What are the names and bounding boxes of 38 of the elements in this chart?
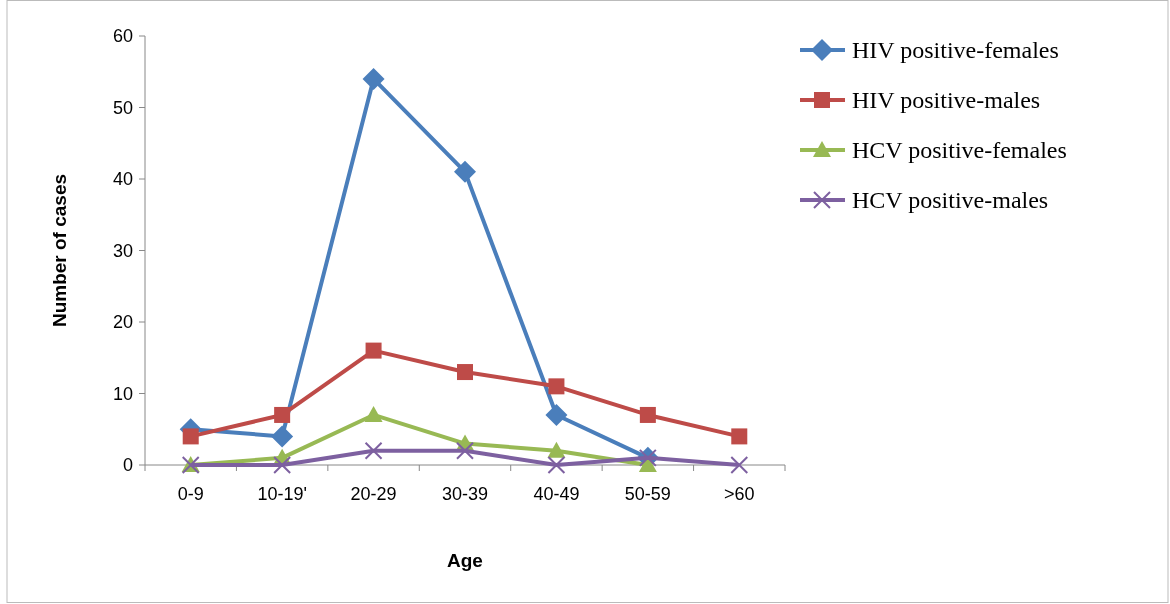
- y-tick-label: 50: [112, 97, 133, 118]
- point: [456, 441, 474, 460]
- point: [454, 160, 476, 183]
- x-tick-label: >60: [724, 484, 755, 504]
- legend-label: HIV positive-females: [852, 37, 1059, 64]
- y-tick-label: 20: [112, 312, 133, 333]
- point: [364, 441, 383, 460]
- y-tick-label: 40: [112, 169, 133, 190]
- point: [548, 378, 565, 395]
- point: [547, 441, 566, 458]
- point: [545, 403, 568, 426]
- legend-label: HCV positive-females: [852, 137, 1067, 164]
- x-tick-label: 10-19': [257, 484, 307, 504]
- x-tick-label: 30-39: [441, 484, 489, 504]
- y-tick-label: 0: [122, 455, 133, 476]
- point: [182, 428, 199, 445]
- point: [271, 425, 294, 448]
- x-tick-label: 40-49: [533, 484, 580, 504]
- y-tick-label: 10: [112, 383, 133, 404]
- point: [731, 428, 748, 445]
- y-tick-label: 30: [112, 240, 133, 261]
- point: [639, 406, 656, 423]
- legend-label: HCV positive-males: [852, 187, 1049, 214]
- y-axis-title: Number of cases: [49, 173, 70, 328]
- point: [365, 342, 382, 359]
- point: [364, 405, 383, 422]
- x-tick-label: 0-9: [177, 484, 204, 504]
- point: [457, 364, 473, 381]
- point: [274, 406, 291, 423]
- legend-label: HIV positive-males: [852, 87, 1041, 114]
- y-tick-label: 60: [112, 26, 133, 47]
- point: [547, 456, 566, 474]
- x-axis-title: Age: [447, 550, 483, 571]
- point: [362, 67, 385, 90]
- x-tick-label: 20-29: [350, 484, 397, 504]
- point: [273, 456, 292, 474]
- point: [730, 456, 749, 474]
- x-tick-label: 50-59: [624, 484, 671, 504]
